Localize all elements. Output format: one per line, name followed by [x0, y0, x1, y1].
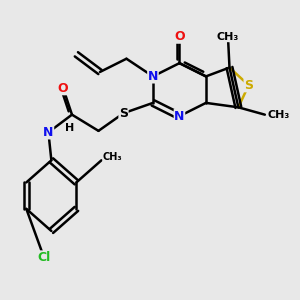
Text: S: S — [244, 79, 253, 92]
Text: Cl: Cl — [38, 251, 51, 264]
Text: O: O — [174, 30, 185, 43]
Text: CH₃: CH₃ — [268, 110, 290, 120]
Text: H: H — [64, 123, 74, 133]
Text: N: N — [148, 70, 158, 83]
Text: O: O — [58, 82, 68, 95]
Text: CH₃: CH₃ — [103, 152, 122, 162]
Text: CH₃: CH₃ — [217, 32, 239, 42]
Text: S: S — [119, 107, 128, 120]
Text: N: N — [43, 126, 54, 139]
Text: N: N — [174, 110, 184, 123]
